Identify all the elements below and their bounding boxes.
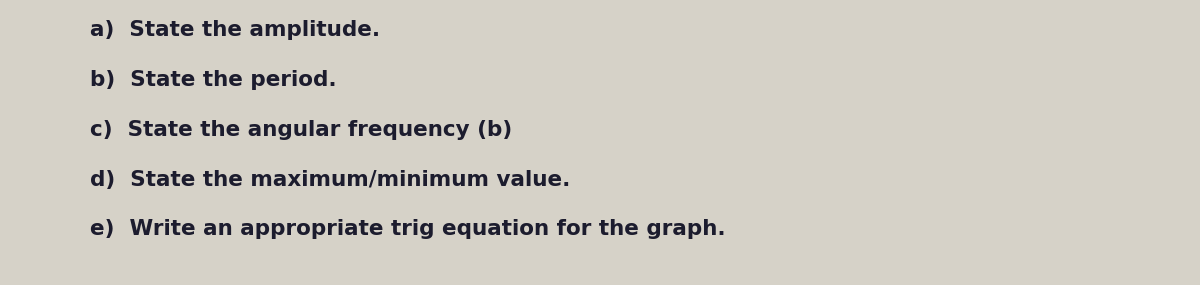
Text: e)  Write an appropriate trig equation for the graph.: e) Write an appropriate trig equation fo… <box>90 219 726 239</box>
Text: b)  State the period.: b) State the period. <box>90 70 337 90</box>
Text: d)  State the maximum/minimum value.: d) State the maximum/minimum value. <box>90 170 570 190</box>
Text: a)  State the amplitude.: a) State the amplitude. <box>90 20 380 40</box>
Text: c)  State the angular frequency (b): c) State the angular frequency (b) <box>90 120 512 140</box>
